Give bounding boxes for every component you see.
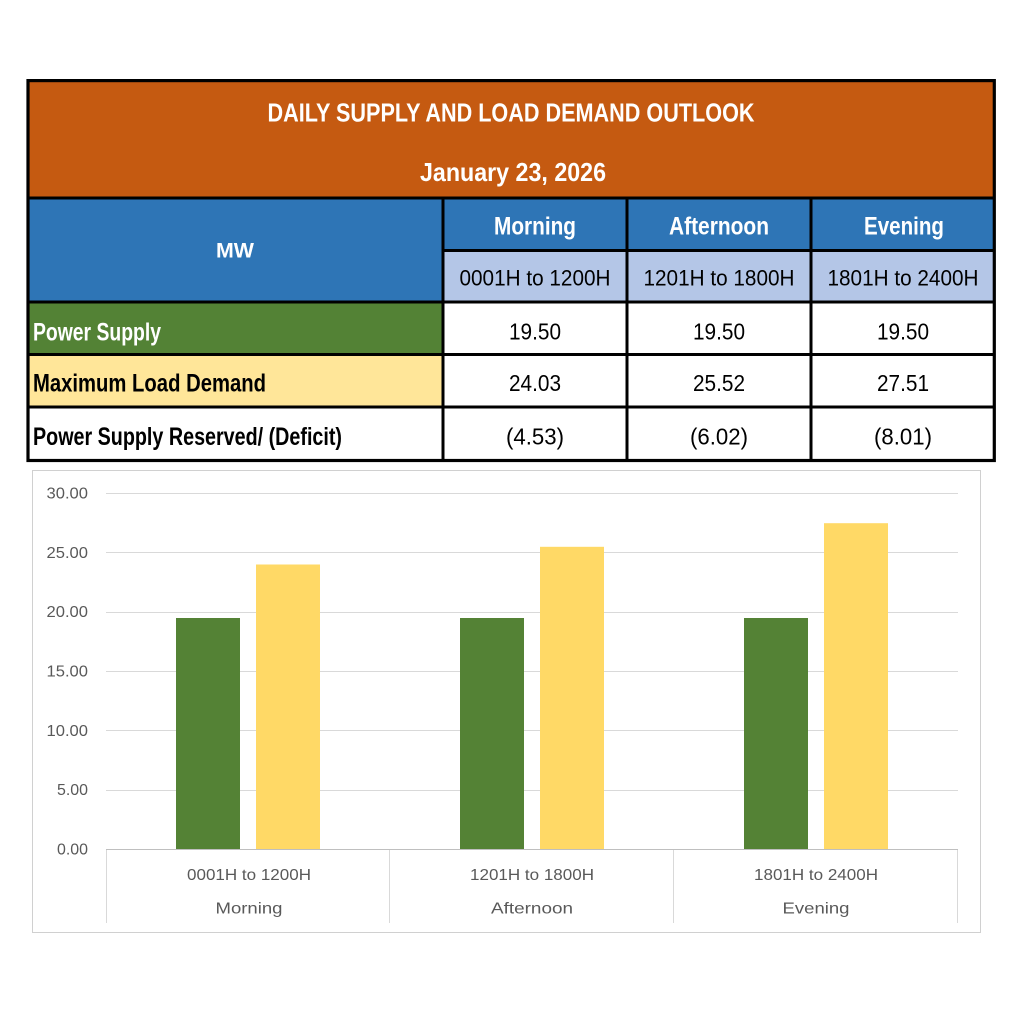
svg-text:1201H to 1800H: 1201H to 1800H — [470, 867, 594, 884]
svg-text:(8.01): (8.01) — [874, 424, 932, 450]
svg-text:30.00: 30.00 — [47, 486, 89, 503]
svg-text:1801H to 2400H: 1801H to 2400H — [754, 867, 878, 884]
svg-text:5.00: 5.00 — [57, 782, 88, 799]
svg-text:Afternoon: Afternoon — [669, 213, 769, 241]
svg-text:20.00: 20.00 — [47, 604, 89, 621]
svg-text:Afternoon: Afternoon — [491, 901, 573, 918]
svg-text:Power Supply: Power Supply — [33, 319, 161, 347]
svg-text:0001H to 1200H: 0001H to 1200H — [460, 266, 611, 291]
svg-text:19.50: 19.50 — [509, 319, 561, 345]
svg-text:Power Supply Reserved/ (Defici: Power Supply Reserved/ (Deficit) — [33, 423, 342, 451]
svg-text:19.50: 19.50 — [693, 319, 745, 345]
svg-text:MW: MW — [216, 240, 254, 263]
svg-text:Evening: Evening — [783, 901, 850, 918]
svg-text:25.52: 25.52 — [693, 370, 745, 396]
svg-text:Morning: Morning — [216, 901, 283, 918]
svg-text:DAILY SUPPLY AND LOAD DEMAND O: DAILY SUPPLY AND LOAD DEMAND OUTLOOK — [268, 98, 755, 128]
svg-text:0.00: 0.00 — [57, 842, 88, 859]
svg-text:Maximum Load Demand: Maximum Load Demand — [33, 370, 266, 398]
svg-text:24.03: 24.03 — [509, 370, 561, 396]
svg-text:0001H to 1200H: 0001H to 1200H — [187, 867, 311, 884]
svg-text:Evening: Evening — [864, 213, 944, 241]
svg-text:27.51: 27.51 — [877, 370, 929, 396]
svg-text:19.50: 19.50 — [877, 319, 929, 345]
svg-text:(6.02): (6.02) — [690, 424, 748, 450]
svg-text:25.00: 25.00 — [47, 545, 89, 562]
svg-text:January 23, 2026: January 23, 2026 — [420, 157, 606, 187]
svg-text:Morning: Morning — [494, 213, 576, 241]
svg-text:10.00: 10.00 — [47, 723, 89, 740]
svg-text:15.00: 15.00 — [47, 664, 89, 681]
svg-text:1801H to 2400H: 1801H to 2400H — [828, 266, 979, 291]
svg-text:(4.53): (4.53) — [506, 424, 564, 450]
svg-text:1201H to 1800H: 1201H to 1800H — [644, 266, 795, 291]
